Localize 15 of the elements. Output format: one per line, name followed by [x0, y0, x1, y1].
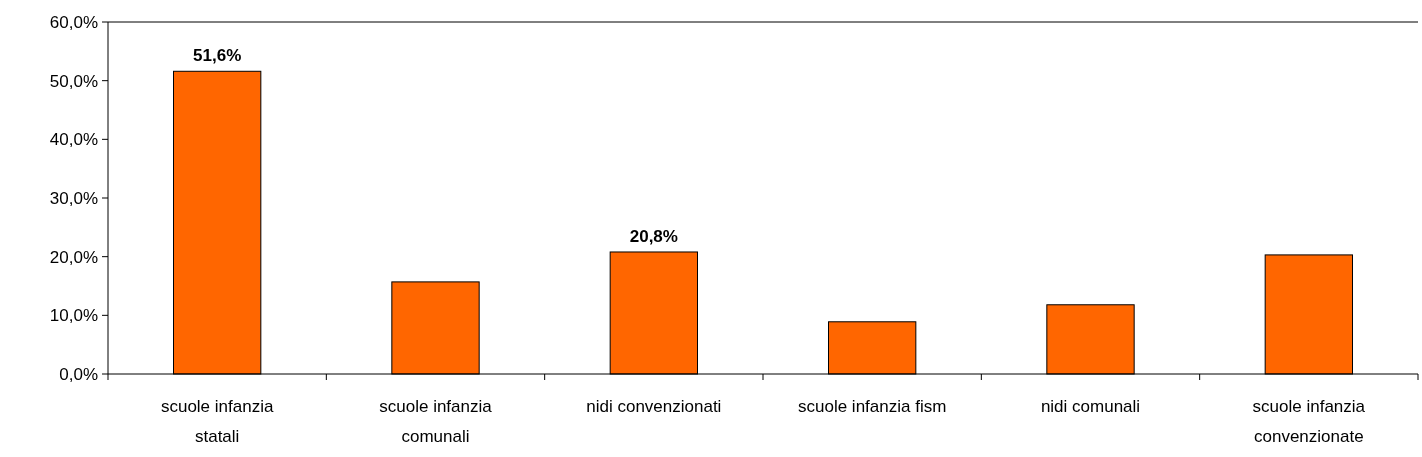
x-tick-label: scuole infanzia convenzionate — [1252, 397, 1366, 446]
data-label: 51,6% — [193, 46, 242, 66]
x-tick-label: scuole infanzia comunali — [379, 397, 493, 446]
x-tick-label: scuole infanzia statali — [160, 397, 274, 446]
x-tick-label: nidi comunali — [1040, 397, 1141, 416]
y-tick-label: 0,0% — [59, 364, 98, 384]
x-tick-label: nidi convenzionati — [586, 397, 722, 416]
y-tick-label: 60,0% — [49, 12, 98, 32]
y-tick-label: 50,0% — [49, 71, 98, 91]
y-tick-label: 40,0% — [49, 130, 98, 150]
y-tick-label: 20,0% — [49, 247, 98, 267]
x-tick-label: scuole infanzia fism — [797, 397, 947, 416]
y-tick-label: 30,0% — [49, 188, 98, 208]
data-label: 20,8% — [629, 226, 678, 246]
y-tick-label: 10,0% — [49, 306, 98, 326]
